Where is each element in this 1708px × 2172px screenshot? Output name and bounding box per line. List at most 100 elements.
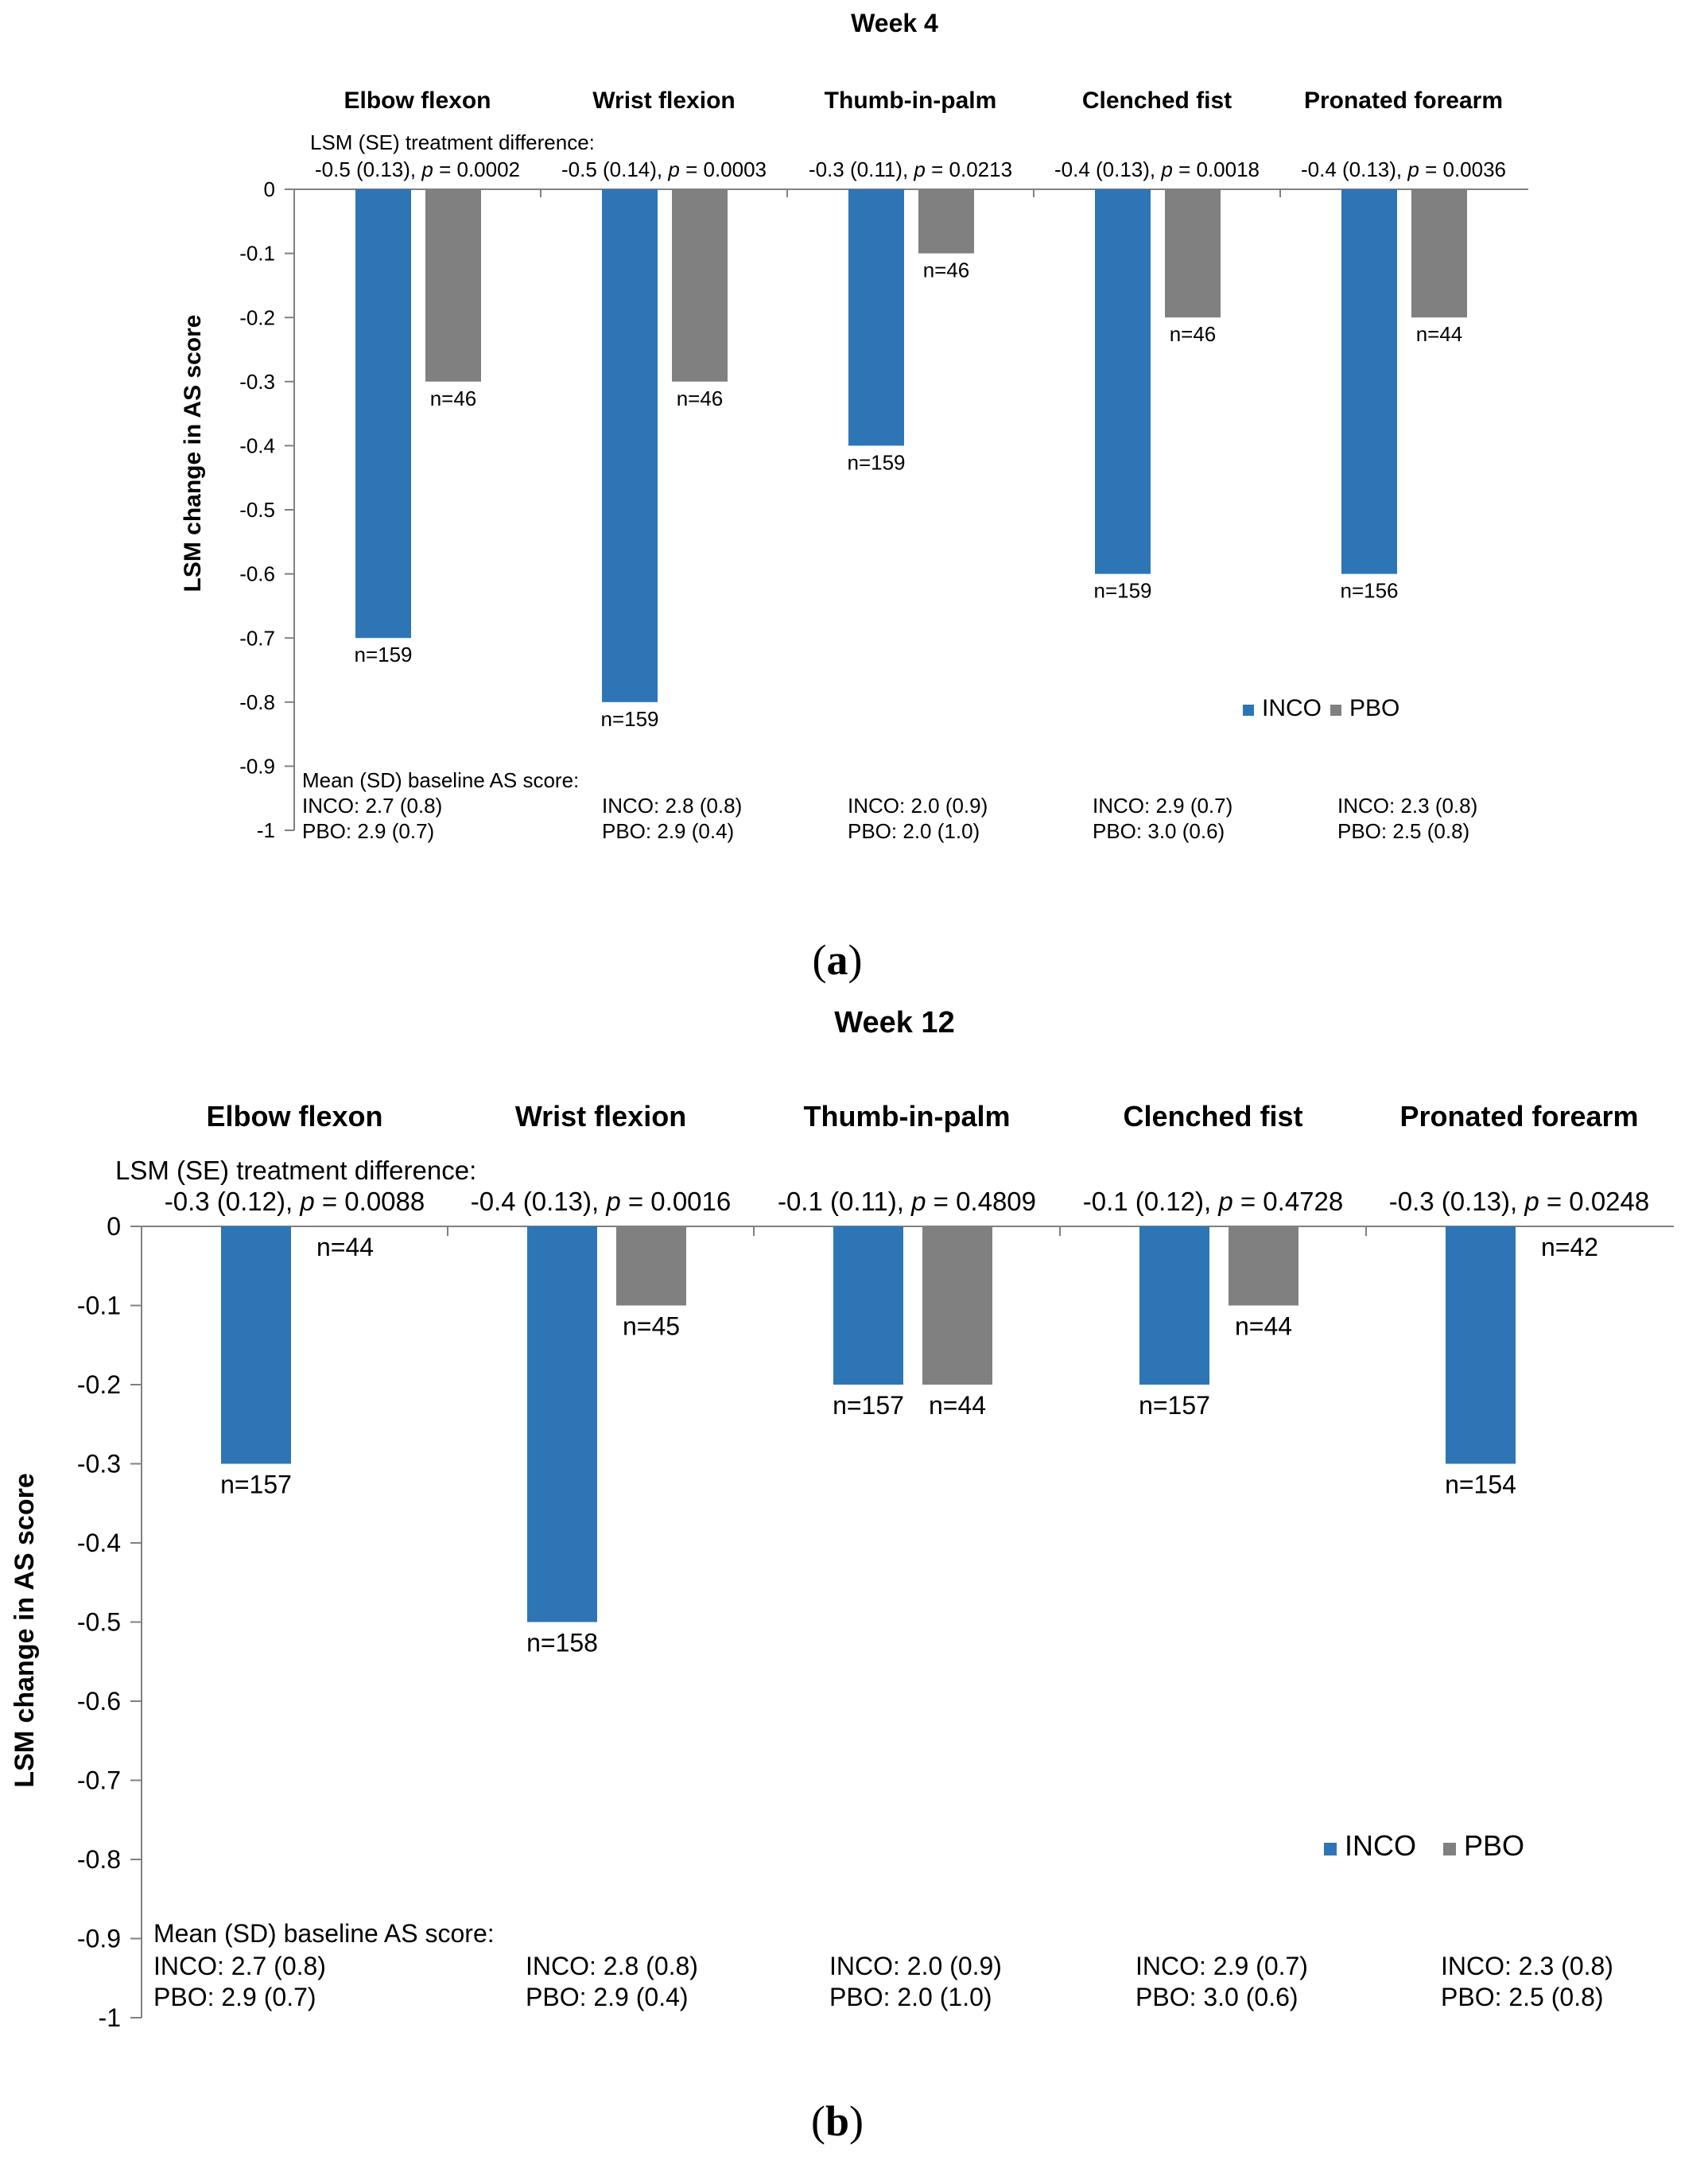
bar-inco — [602, 189, 658, 702]
baseline-pbo: PBO: 2.9 (0.4) — [526, 1983, 689, 2011]
difference-header: LSM (SE) treatment difference: — [310, 130, 595, 154]
n-label-pbo: n=42 — [1541, 1233, 1598, 1261]
n-label-pbo: n=45 — [623, 1312, 680, 1341]
treatment-difference: -0.3 (0.12), p = 0.0088 — [165, 1187, 425, 1216]
n-label-inco: n=156 — [1340, 579, 1398, 603]
n-label-inco: n=158 — [526, 1629, 598, 1657]
legend-swatch-inco — [1324, 1843, 1337, 1855]
y-tick-label: -0.4 — [239, 434, 275, 458]
n-label-inco: n=159 — [600, 707, 658, 731]
treatment-difference: -0.5 (0.13), p = 0.0002 — [315, 157, 520, 181]
bar-pbo — [1229, 1226, 1298, 1306]
panel-label-a: (a) — [813, 936, 863, 984]
n-label-pbo: n=46 — [430, 387, 477, 410]
bar-inco — [527, 1226, 597, 1622]
chart-title: Week 4 — [851, 9, 938, 37]
legend-swatch-pbo — [1443, 1843, 1456, 1855]
bar-inco — [833, 1226, 903, 1385]
chart-panel-b: Week 12 LSM change in AS score 0 -0.1 -0.2 -0… — [10, 1006, 1674, 2032]
baseline-pbo: PBO: 2.9 (0.7) — [302, 819, 434, 843]
baseline-pbo: PBO: 3.0 (0.6) — [1135, 1983, 1298, 2011]
baseline-pbo: PBO: 2.5 (0.8) — [1337, 819, 1469, 843]
chart-title: Week 12 — [834, 1006, 954, 1039]
bar-pbo — [918, 189, 974, 254]
category-label: Elbow flexon — [206, 1100, 382, 1133]
baseline-inco: INCO: 2.9 (0.7) — [1093, 794, 1232, 818]
legend-label-pbo: PBO — [1349, 695, 1399, 721]
y-axis-label: LSM change in AS score — [10, 1473, 40, 1788]
n-label-pbo: n=46 — [923, 258, 970, 282]
n-label-pbo: n=46 — [677, 387, 724, 410]
y-tick-label: -0.1 — [77, 1292, 121, 1320]
n-label-inco: n=159 — [354, 643, 412, 666]
y-tick-label: -1 — [257, 818, 275, 842]
baseline-inco: INCO: 2.9 (0.7) — [1135, 1952, 1308, 1980]
n-label-inco: n=154 — [1445, 1471, 1516, 1499]
y-tick-label: -0.7 — [239, 626, 275, 650]
treatment-difference: -0.3 (0.13), p = 0.0248 — [1389, 1187, 1649, 1216]
legend-swatch-pbo — [1330, 705, 1341, 716]
n-label-inco: n=159 — [847, 450, 905, 474]
treatment-difference: -0.1 (0.12), p = 0.4728 — [1083, 1187, 1343, 1216]
n-label-inco: n=159 — [1093, 579, 1151, 603]
treatment-difference: -0.4 (0.13), p = 0.0018 — [1054, 157, 1260, 181]
baseline-header: Mean (SD) baseline AS score: — [302, 768, 579, 792]
y-axis-label: LSM change in AS score — [180, 315, 206, 593]
baseline-pbo: PBO: 2.9 (0.7) — [153, 1983, 316, 2011]
baseline-inco: INCO: 2.3 (0.8) — [1441, 1952, 1613, 1980]
y-tick-label: -0.7 — [77, 1766, 121, 1795]
n-label-inco: n=157 — [833, 1391, 904, 1420]
category-label: Wrist flexion — [515, 1100, 686, 1133]
bar-inco — [1446, 1226, 1516, 1464]
y-tick-label: -0.2 — [77, 1370, 121, 1399]
n-label-pbo: n=44 — [1235, 1312, 1292, 1341]
bar-pbo — [922, 1226, 992, 1385]
legend-label-inco: INCO — [1262, 695, 1322, 721]
category-label: Thumb-in-palm — [804, 1100, 1011, 1133]
baseline-pbo: PBO: 2.0 (1.0) — [848, 819, 980, 843]
bar-inco — [355, 189, 411, 639]
y-tick-label: -0.8 — [239, 690, 275, 714]
baseline-inco: INCO: 2.8 (0.8) — [526, 1952, 698, 1980]
y-tick-label: -1 — [99, 2003, 121, 2032]
baseline-header: Mean (SD) baseline AS score: — [153, 1919, 495, 1948]
baseline-pbo: PBO: 2.9 (0.4) — [602, 819, 734, 843]
y-tick-label: -0.6 — [239, 562, 275, 586]
y-tick-label: 0 — [107, 1212, 121, 1241]
n-label-pbo: n=46 — [1170, 322, 1217, 346]
y-tick-label: -0.2 — [239, 305, 275, 329]
category-label: Thumb-in-palm — [825, 87, 997, 114]
baseline-inco: INCO: 2.3 (0.8) — [1337, 794, 1477, 818]
y-tick-label: -0.1 — [239, 242, 275, 266]
bar-pbo — [1165, 189, 1221, 318]
y-tick-label: 0 — [264, 177, 275, 201]
y-tick-label: -0.9 — [239, 755, 275, 779]
category-label: Pronated forearm — [1304, 87, 1503, 114]
bar-pbo — [425, 189, 481, 382]
baseline-inco: INCO: 2.7 (0.8) — [302, 794, 442, 818]
category-label: Clenched fist — [1123, 1100, 1302, 1133]
treatment-difference: -0.4 (0.13), p = 0.0016 — [471, 1187, 731, 1216]
y-tick-label: -0.5 — [77, 1608, 121, 1637]
treatment-difference: -0.5 (0.14), p = 0.0003 — [561, 157, 767, 181]
treatment-difference: -0.4 (0.13), p = 0.0036 — [1301, 157, 1506, 181]
baseline-inco: INCO: 2.0 (0.9) — [829, 1952, 1002, 1980]
y-tick-label: -0.3 — [239, 370, 275, 394]
n-label-pbo: n=44 — [316, 1233, 374, 1261]
category-label: Clenched fist — [1082, 87, 1232, 114]
y-tick-label: -0.3 — [77, 1450, 121, 1478]
n-label-pbo: n=44 — [1416, 322, 1463, 346]
y-tick-label: -0.8 — [77, 1845, 121, 1874]
bar-inco — [1341, 189, 1397, 574]
baseline-inco: INCO: 2.0 (0.9) — [848, 794, 988, 818]
bar-inco — [1095, 189, 1151, 574]
chart-panel-a: Week 4 LSM change in AS score 0 -0.1 -0.2 -0.… — [180, 9, 1528, 843]
bar-pbo — [1411, 189, 1467, 318]
n-label-pbo: n=44 — [929, 1391, 986, 1420]
y-tick-label: -0.9 — [77, 1925, 121, 1953]
bar-inco — [1139, 1226, 1209, 1385]
baseline-inco: INCO: 2.8 (0.8) — [602, 794, 742, 818]
panel-label-b: (b) — [811, 2097, 864, 2145]
bar-inco — [848, 189, 904, 446]
